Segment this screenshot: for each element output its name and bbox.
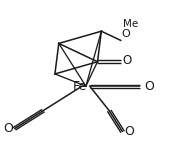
Text: O: O: [144, 80, 154, 93]
Text: O: O: [125, 126, 135, 138]
Text: O: O: [4, 122, 13, 135]
Text: Me: Me: [123, 19, 138, 29]
Text: Fe: Fe: [73, 80, 87, 93]
Text: O: O: [122, 29, 130, 39]
Text: O: O: [123, 55, 132, 67]
